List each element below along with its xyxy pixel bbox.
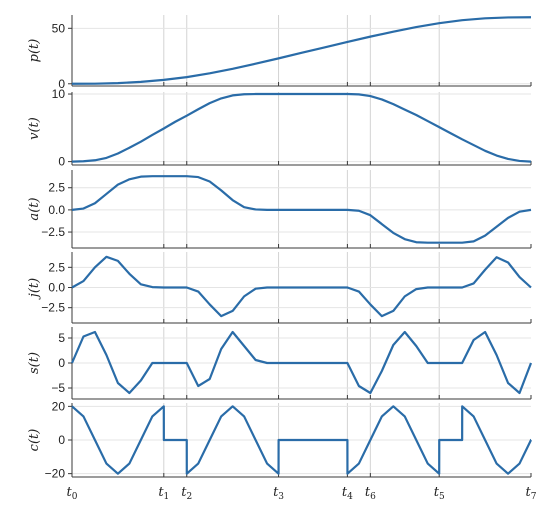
y-tick-label-0: 0: [58, 77, 65, 91]
x-tick-labels: t0 t1 t2 t3 t4 t6 t5 t7: [67, 485, 537, 502]
x-tick-label-4: t4: [342, 485, 353, 502]
y-tick-label-0: 2.5: [48, 260, 65, 274]
y-tick-label-0: 2.5: [48, 181, 65, 195]
panel-1: 0 50 p(t): [27, 15, 532, 91]
series-line: [70, 330, 533, 395]
panel-5: 5 0 −5 s(t): [27, 327, 533, 400]
panel-2: 0 10 v(t): [27, 87, 532, 169]
y-tick-label-1: 10: [52, 87, 66, 101]
y-axis-label: a(t): [27, 197, 42, 220]
y-axis-label: v(t): [27, 117, 42, 140]
x-tick-label-1: t1: [158, 485, 169, 502]
x-tick-label-0: t0: [67, 485, 78, 502]
panel-3: 2.5 0.0 −2.5 a(t): [27, 170, 532, 249]
y-tick-label-2: −2.5: [41, 301, 65, 315]
series-line: [71, 255, 532, 318]
y-axis-label: p(t): [27, 39, 42, 63]
x-tick-label-2: t2: [181, 485, 192, 502]
series-line: [71, 92, 532, 163]
series-line: [71, 175, 532, 244]
y-tick-label-2: −2.5: [41, 225, 65, 239]
y-tick-label-2: −5: [51, 381, 65, 395]
series-line: [71, 16, 532, 85]
y-axis-label: j(t): [27, 278, 42, 300]
y-tick-label-0: 0: [58, 155, 65, 169]
panel-4: 2.5 0.0 −2.5j(t): [27, 252, 532, 324]
y-tick-label-0: 5: [58, 331, 65, 345]
y-tick-label-1: 0.0: [48, 281, 65, 295]
y-tick-label-1: 0: [58, 433, 65, 447]
x-tick-label-6: t5: [434, 485, 445, 502]
y-tick-label-1: 0.0: [48, 203, 65, 217]
x-tick-label-7: t7: [526, 485, 537, 502]
y-axis-label: s(t): [27, 352, 42, 374]
y-tick-label-1: 50: [52, 21, 66, 35]
series-line: [71, 405, 533, 475]
panel-6: 20 0 −20 c(t): [27, 399, 533, 481]
y-tick-label-2: −20: [45, 467, 66, 481]
y-tick-label-1: 0: [58, 356, 65, 370]
y-axis-label: c(t): [27, 429, 42, 452]
x-tick-label-5: t6: [365, 485, 376, 502]
x-tick-label-3: t3: [273, 485, 284, 502]
y-tick-label-0: 20: [52, 399, 66, 413]
